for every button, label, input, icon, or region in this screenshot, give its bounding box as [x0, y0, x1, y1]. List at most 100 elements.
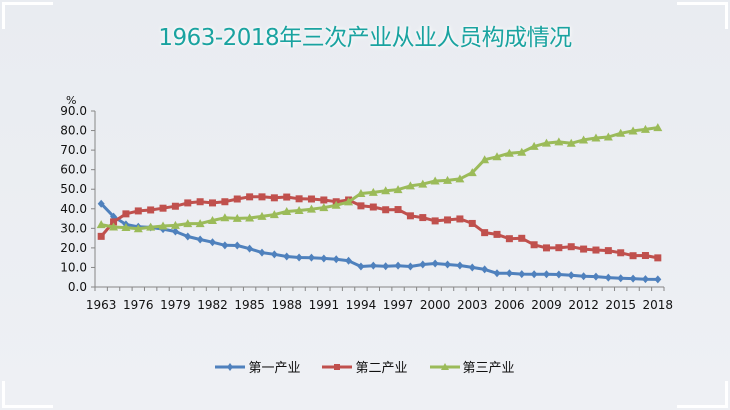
data-point — [307, 253, 315, 262]
data-point — [419, 214, 427, 222]
x-tick-label: 1991 — [309, 298, 340, 312]
y-tick-label: 60.0 — [60, 163, 87, 177]
y-axis: 0.0 10.0 20.0 30.0 40.0 50.0 60.0 70.0 80.0 90.0 — [60, 104, 96, 294]
data-point — [654, 254, 662, 262]
legend-label: 第二产业 — [355, 361, 408, 376]
legend-item-tertiary[interactable]: 第三产业 — [429, 357, 515, 376]
data-point — [493, 269, 501, 278]
data-point — [604, 247, 612, 255]
data-point — [382, 206, 390, 214]
data-point — [505, 235, 513, 243]
data-point — [221, 241, 229, 250]
y-tick-label: 50.0 — [60, 182, 87, 196]
data-point — [133, 224, 143, 233]
diamond-marker-icon — [215, 362, 246, 371]
y-tick-label: 10.0 — [60, 260, 87, 274]
data-point — [258, 193, 266, 201]
data-point — [518, 270, 526, 279]
data-point — [221, 198, 229, 206]
data-point — [394, 206, 402, 214]
data-point — [406, 262, 414, 271]
data-point — [468, 219, 476, 227]
y-axis-label: % — [66, 94, 76, 107]
data-point — [258, 248, 266, 257]
data-point — [393, 185, 403, 194]
data-point — [270, 194, 278, 202]
x-tick-label: 1976 — [123, 298, 154, 312]
data-point — [431, 259, 439, 268]
legend-label: 第一产业 — [248, 361, 301, 376]
legend: 第一产业 第二产业 第三产业 — [0, 357, 730, 376]
data-point — [629, 252, 637, 260]
data-point — [628, 126, 638, 135]
data-point — [158, 221, 168, 230]
data-point — [220, 213, 230, 222]
series-2 — [97, 193, 662, 262]
series-line — [100, 126, 659, 231]
data-point — [592, 272, 600, 281]
data-point — [159, 204, 167, 212]
data-point — [369, 261, 377, 270]
data-point — [184, 232, 192, 241]
x-tick-label: 2009 — [531, 298, 562, 312]
data-point — [368, 187, 378, 196]
x-tick-label: 2015 — [605, 298, 636, 312]
triangle-marker-icon — [429, 362, 460, 370]
data-point — [96, 220, 106, 229]
legend-item-primary[interactable]: 第一产业 — [215, 357, 300, 376]
x-tick-label: 1982 — [197, 298, 228, 312]
data-point — [505, 269, 513, 278]
series-group — [96, 123, 663, 284]
data-point — [616, 128, 626, 137]
data-point — [542, 270, 550, 279]
x-tick-label: 1997 — [383, 298, 414, 312]
data-point — [295, 195, 303, 203]
series-3 — [96, 123, 663, 233]
data-point — [282, 207, 292, 216]
data-point — [555, 244, 563, 252]
data-point — [654, 275, 662, 284]
x-tick-label: 2018 — [643, 298, 674, 312]
data-point — [419, 260, 427, 269]
data-point — [209, 238, 217, 247]
data-point — [418, 179, 428, 188]
x-tick-label: 2012 — [568, 298, 599, 312]
x-tick-label: 1988 — [271, 298, 302, 312]
data-point — [542, 244, 550, 252]
x-tick-label: 2003 — [457, 298, 488, 312]
data-point — [232, 213, 242, 222]
square-marker-icon — [322, 363, 353, 370]
data-point — [641, 275, 649, 284]
data-point — [653, 123, 663, 132]
y-tick-label: 30.0 — [60, 221, 87, 235]
y-tick-label: 80.0 — [60, 124, 87, 138]
data-point — [209, 199, 217, 207]
data-point — [555, 270, 563, 279]
y-tick-label: 20.0 — [60, 241, 87, 255]
data-point — [529, 141, 539, 150]
data-point — [246, 244, 254, 253]
x-tick-label: 1979 — [160, 298, 191, 312]
data-point — [468, 263, 476, 272]
data-point — [641, 252, 649, 260]
x-tick-label: 2006 — [494, 298, 525, 312]
data-point — [196, 235, 204, 244]
data-point — [444, 260, 452, 269]
legend-item-secondary[interactable]: 第二产业 — [322, 357, 408, 376]
data-point — [617, 249, 625, 257]
data-point — [233, 195, 241, 203]
data-point — [567, 271, 575, 280]
data-point — [518, 234, 526, 242]
data-point — [444, 216, 452, 224]
data-point — [567, 243, 575, 251]
data-point — [170, 220, 180, 229]
data-point — [110, 218, 118, 226]
data-point — [381, 186, 391, 195]
data-point — [566, 138, 576, 147]
data-point — [382, 262, 390, 271]
data-point — [171, 227, 179, 236]
data-point — [320, 196, 328, 204]
data-point — [269, 210, 279, 219]
data-point — [517, 147, 527, 156]
